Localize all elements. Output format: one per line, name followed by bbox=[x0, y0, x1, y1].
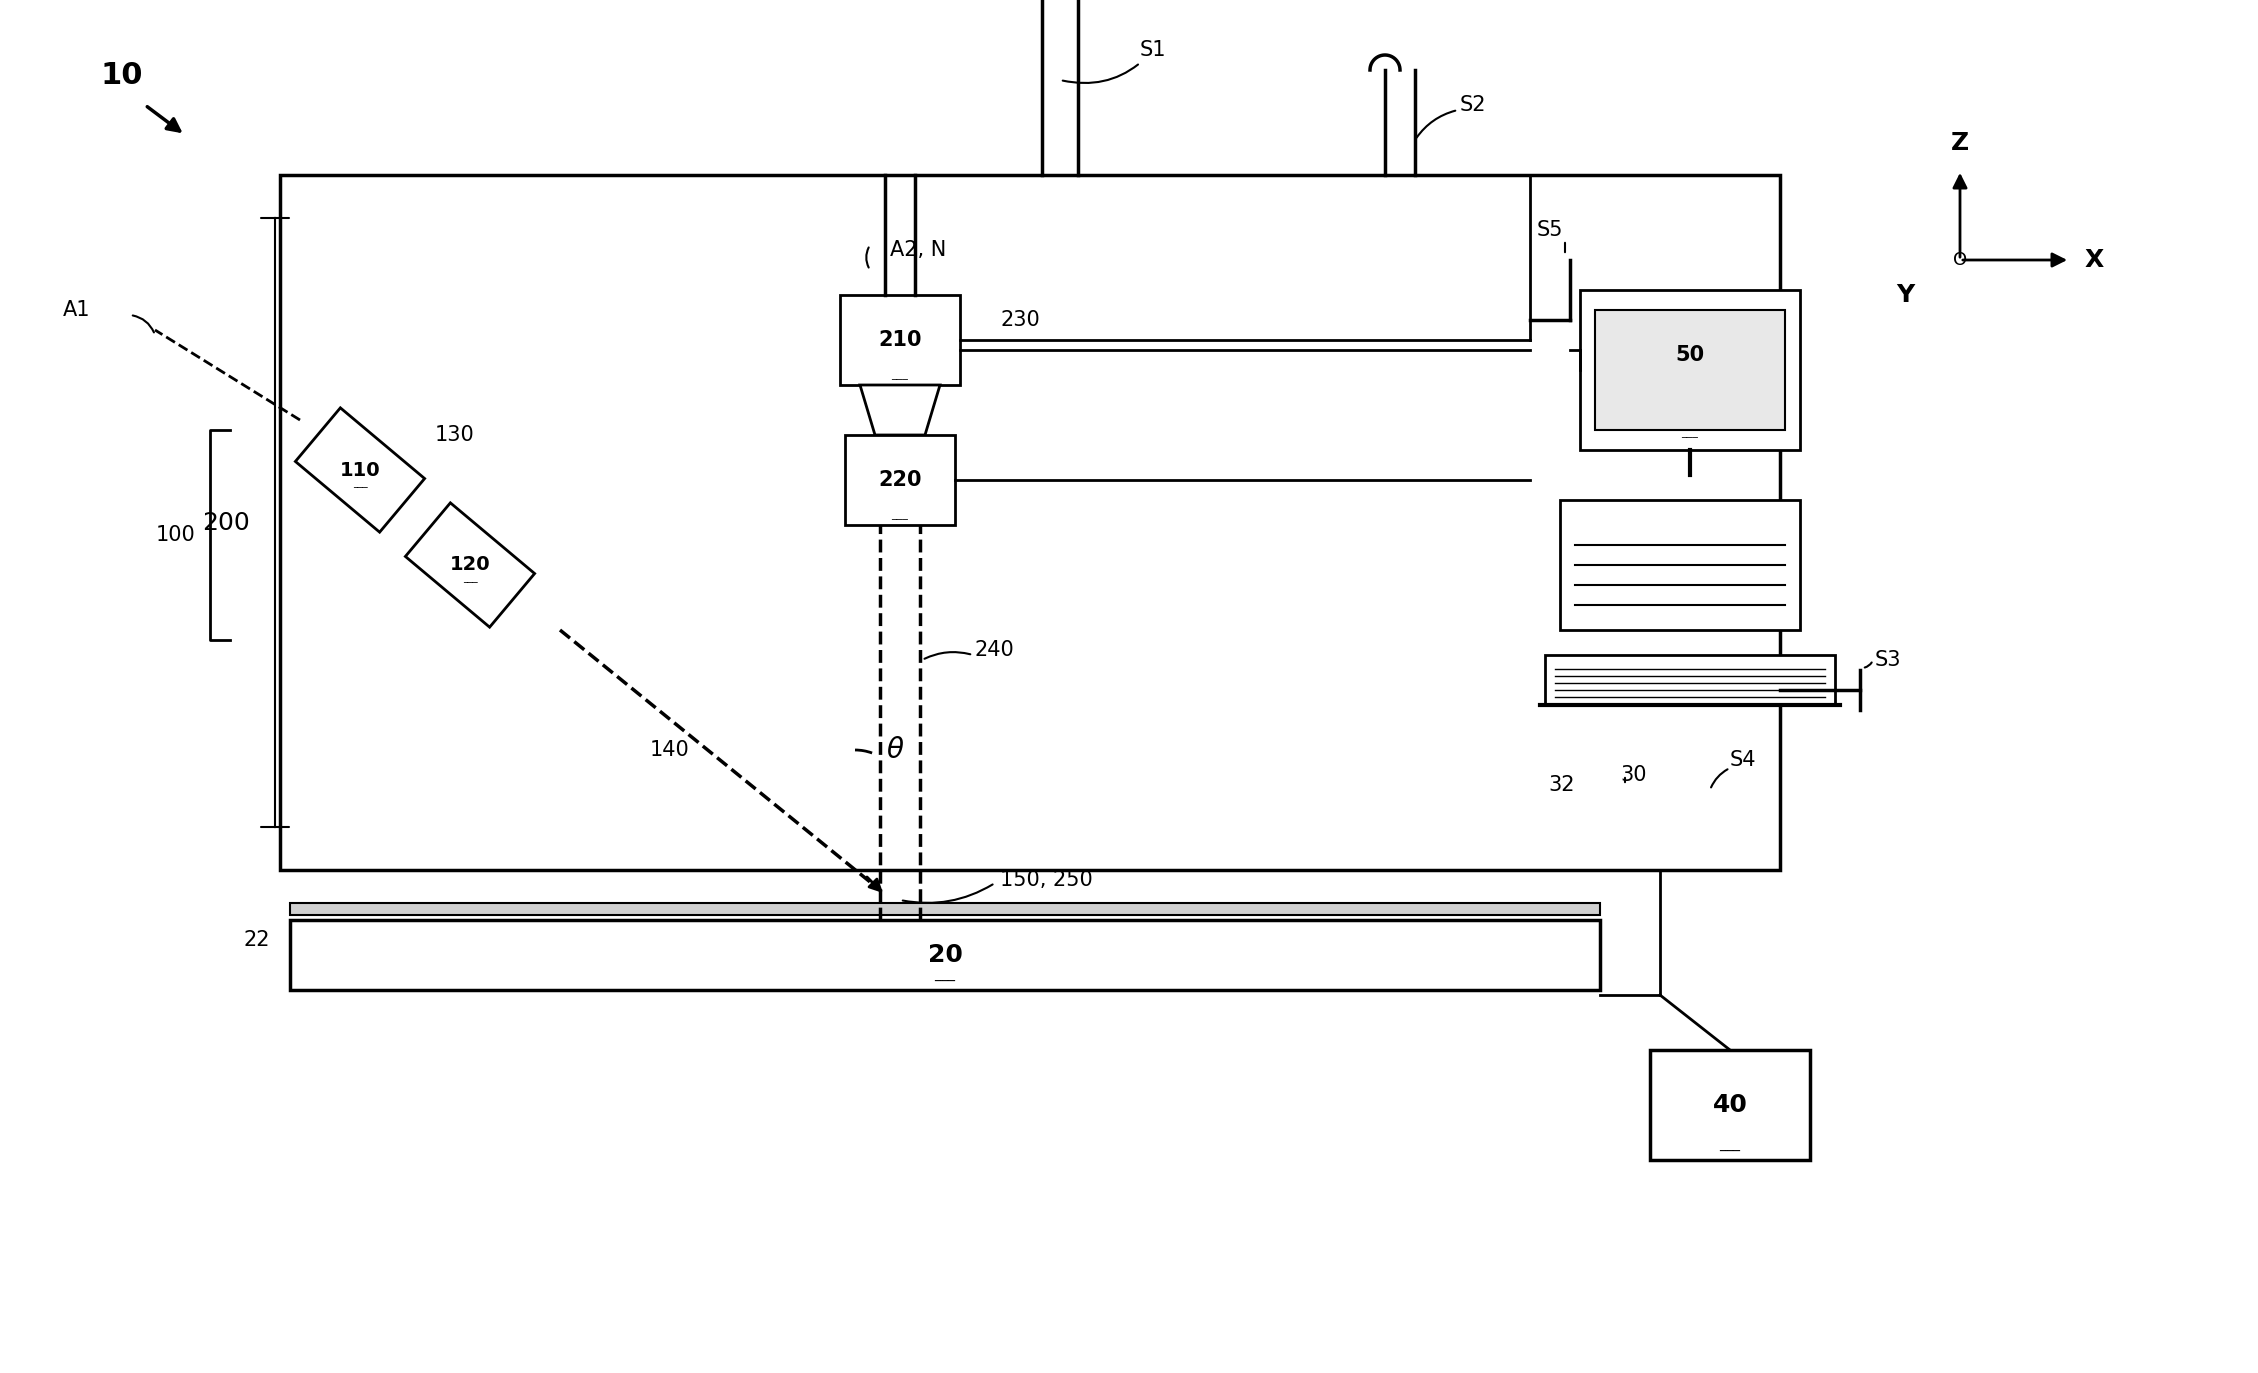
Text: ___: ___ bbox=[352, 478, 368, 487]
Text: S2: S2 bbox=[1461, 95, 1486, 115]
Text: ___: ___ bbox=[892, 509, 908, 520]
Text: 230: 230 bbox=[1000, 310, 1039, 330]
Text: 150, 250: 150, 250 bbox=[1000, 870, 1093, 890]
Polygon shape bbox=[860, 384, 939, 435]
Bar bbox=[1594, 310, 1786, 430]
Text: 110: 110 bbox=[339, 460, 379, 479]
Text: 30: 30 bbox=[1619, 765, 1646, 785]
Text: S3: S3 bbox=[1874, 649, 1901, 670]
Text: O: O bbox=[1953, 251, 1967, 269]
Text: 120: 120 bbox=[449, 556, 490, 574]
Text: 130: 130 bbox=[436, 426, 474, 445]
Bar bbox=[1581, 290, 1800, 450]
Text: 220: 220 bbox=[878, 470, 921, 490]
Text: 32: 32 bbox=[1549, 774, 1576, 795]
Text: ___: ___ bbox=[463, 573, 476, 584]
Text: 100: 100 bbox=[156, 524, 194, 545]
Text: 40: 40 bbox=[1712, 1093, 1748, 1118]
Text: A2, N: A2, N bbox=[890, 240, 946, 259]
Text: Y: Y bbox=[1897, 283, 1915, 308]
Text: S1: S1 bbox=[1064, 40, 1167, 82]
Text: ___: ___ bbox=[1721, 1138, 1741, 1152]
Text: S4: S4 bbox=[1730, 750, 1757, 770]
Text: X: X bbox=[2084, 249, 2104, 272]
Text: A1: A1 bbox=[63, 299, 90, 320]
Polygon shape bbox=[296, 408, 425, 533]
Bar bbox=[1560, 500, 1800, 630]
Text: ___: ___ bbox=[935, 968, 955, 982]
Text: 20: 20 bbox=[928, 943, 962, 967]
Bar bbox=[289, 903, 1601, 914]
Bar bbox=[844, 435, 955, 524]
Bar bbox=[1651, 1050, 1811, 1160]
Text: 140: 140 bbox=[650, 740, 689, 761]
Text: 10: 10 bbox=[99, 60, 142, 89]
Bar bbox=[1544, 655, 1836, 704]
Text: 200: 200 bbox=[203, 511, 251, 534]
Text: $\theta$: $\theta$ bbox=[885, 736, 903, 763]
Text: ___: ___ bbox=[1682, 428, 1698, 438]
Text: Z: Z bbox=[1951, 130, 1969, 155]
Text: 210: 210 bbox=[878, 330, 921, 350]
Polygon shape bbox=[406, 503, 535, 627]
Bar bbox=[280, 174, 1779, 870]
Bar bbox=[840, 295, 960, 384]
Bar bbox=[289, 920, 1601, 990]
Text: 240: 240 bbox=[975, 640, 1014, 660]
Text: 50: 50 bbox=[1675, 345, 1705, 365]
Text: S5: S5 bbox=[1538, 220, 1563, 240]
Text: 22: 22 bbox=[244, 930, 271, 950]
Text: ___: ___ bbox=[892, 369, 908, 380]
